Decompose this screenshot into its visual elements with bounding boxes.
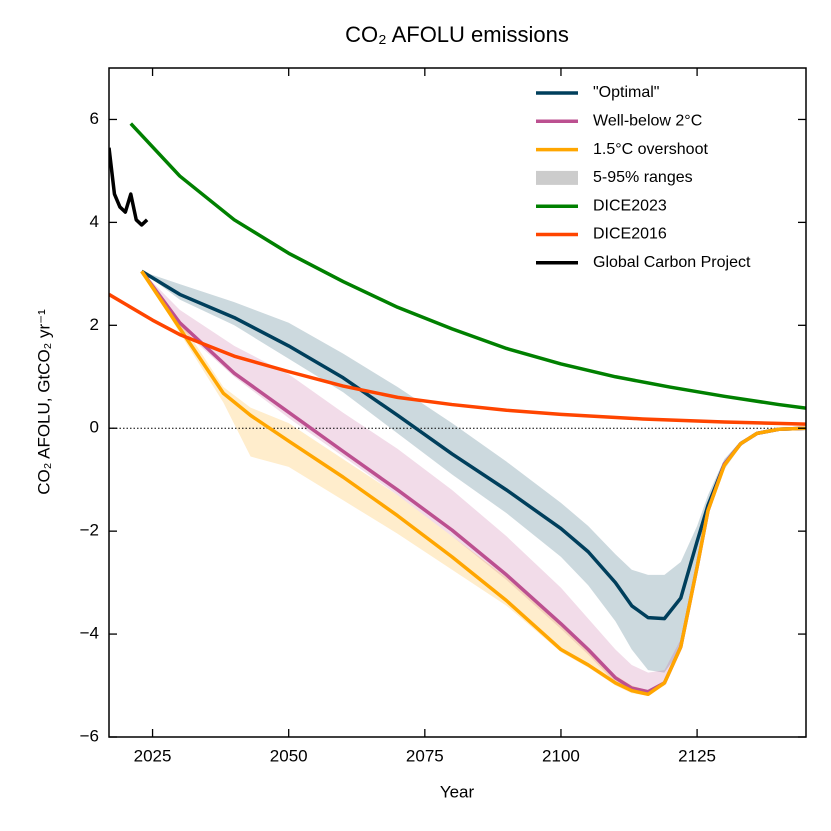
legend-label: Global Carbon Project [593, 254, 751, 271]
y-tick-label: −2 [80, 521, 99, 540]
series-line [129, 122, 806, 410]
legend-label: DICE2023 [593, 197, 667, 214]
legend-label: Well-below 2°C [593, 113, 702, 130]
range-band [141, 271, 806, 673]
legend: "Optimal" Well-below 2°C 1.5°C overshoot 5-… [536, 84, 751, 271]
x-tick-label: 2025 [134, 746, 172, 765]
x-tick-label: 2100 [542, 746, 580, 765]
legend-label: DICE2016 [593, 226, 667, 243]
plot-frame [108, 67, 807, 738]
bands [141, 271, 806, 696]
y-axis-label: CO₂ AFOLU, GtCO₂ yr⁻¹ [34, 309, 53, 495]
legend-label: "Optimal" [593, 84, 659, 101]
x-tick-label: 2075 [406, 746, 444, 765]
y-tick-label: 6 [90, 109, 99, 128]
y-tick-label: −6 [80, 726, 99, 745]
y-tick-label: 2 [90, 315, 99, 334]
x-tick-label: 2050 [270, 746, 308, 765]
series-line [109, 292, 806, 426]
lines [109, 122, 806, 697]
x-axis-label: Year [440, 782, 475, 801]
legend-swatch [536, 170, 578, 185]
series-line [109, 147, 149, 227]
y-tick-label: −4 [80, 624, 99, 643]
x-tick-label: 2125 [678, 746, 716, 765]
legend-label: 5-95% ranges [593, 169, 693, 186]
y-tick-label: 0 [90, 418, 99, 437]
axes: −6 −4 −2 0 2 4 6 2025 2050 2075 2100 2125 [80, 67, 807, 765]
series-line [140, 270, 806, 697]
chart-title: CO₂ AFOLU emissions [345, 22, 569, 47]
y-tick-label: 4 [90, 212, 99, 231]
legend-label: 1.5°C overshoot [593, 141, 708, 158]
